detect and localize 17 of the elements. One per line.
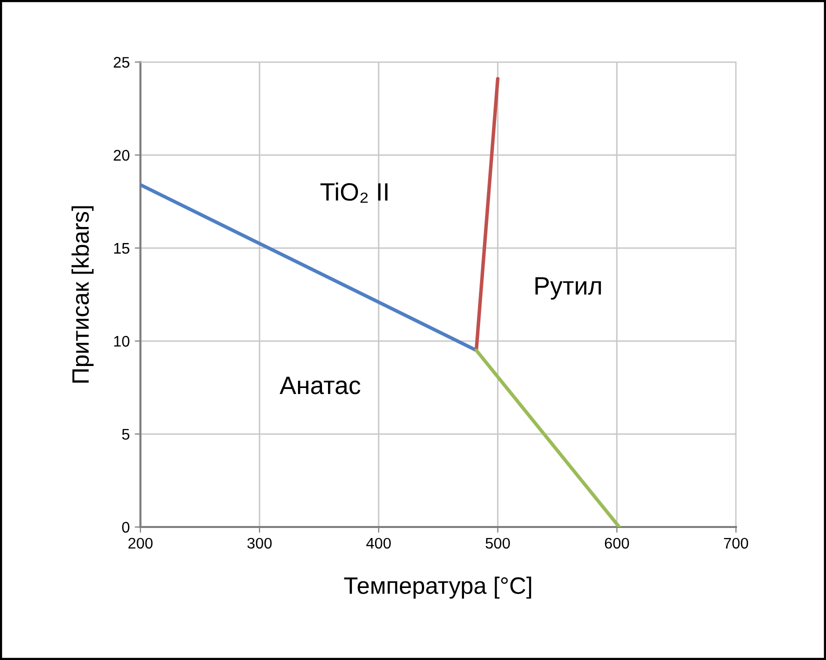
y-tick-label: 0 (122, 522, 130, 533)
y-tick-label: 25 (114, 56, 130, 68)
x-tick-label: 200 (128, 538, 153, 549)
y-axis-title: Притисак [kbars] (72, 206, 94, 383)
x-tick-label: 300 (247, 538, 272, 549)
y-tick-label: 10 (114, 336, 130, 347)
y-tick-label: 5 (122, 429, 130, 440)
x-tick-label: 400 (366, 538, 391, 549)
annotation: Рутил (535, 277, 601, 300)
x-axis-title: Температура [°C] (344, 576, 532, 599)
x-tick-label: 600 (604, 538, 630, 549)
y-tick-label: 20 (114, 150, 130, 161)
x-tick-label: 500 (486, 538, 510, 549)
annotation: Анатас (280, 376, 360, 394)
x-tick-label: 700 (724, 538, 748, 549)
annotation: TiO₂ II (320, 182, 388, 203)
y-tick-label: 15 (114, 243, 130, 254)
